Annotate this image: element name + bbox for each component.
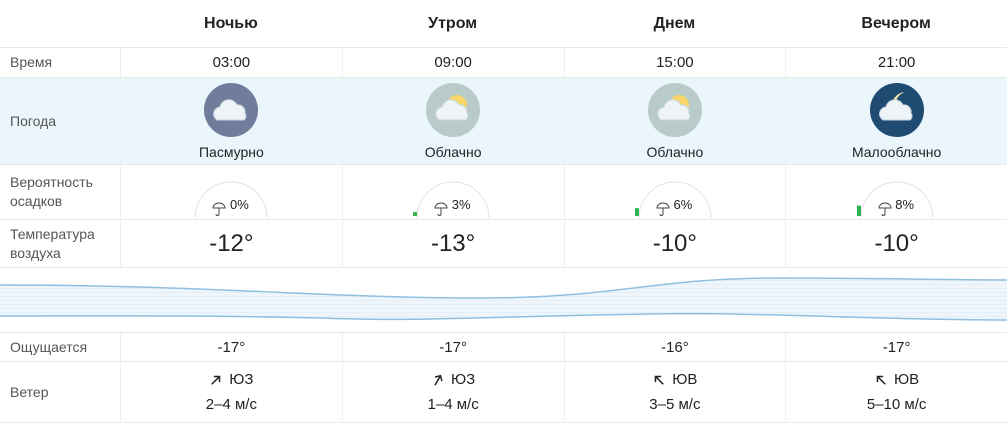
feels-like: -17° xyxy=(341,333,564,362)
weather-icon xyxy=(426,83,481,137)
wind-speed: 1–4 м/с xyxy=(427,396,479,413)
wind-direction: ЮЗ xyxy=(451,371,476,388)
precip-value: 8% xyxy=(895,197,915,212)
precip-gauge: 8% xyxy=(856,178,937,218)
precip-gauge: 0% xyxy=(191,178,271,218)
wind-arrow xyxy=(211,375,221,385)
temperature: -12° xyxy=(120,220,342,268)
precip-cell: 6% xyxy=(563,165,786,220)
precip-value: 3% xyxy=(451,197,471,212)
feels-like: -17° xyxy=(785,333,1007,362)
time: 03:00 xyxy=(120,48,342,78)
weather-icon xyxy=(869,83,924,137)
weather-icon xyxy=(204,83,259,137)
wind-cell: ЮВ 5–10 м/с xyxy=(785,362,1007,423)
precip-cell: 8% xyxy=(785,165,1007,220)
precip-gauge: 3% xyxy=(413,178,493,218)
wind-direction: ЮВ xyxy=(894,371,920,388)
precip-bar xyxy=(856,205,861,216)
weather-text: Малооблачно xyxy=(851,144,942,160)
precip-bar xyxy=(413,212,418,216)
row-label: Ощущается xyxy=(0,333,120,362)
time: 09:00 xyxy=(341,48,564,78)
wind-direction-row: ЮЗ xyxy=(209,371,253,388)
corner xyxy=(0,0,120,48)
wind-speed: 2–4 м/с xyxy=(205,396,257,413)
temperature: -13° xyxy=(341,220,564,268)
row-label: Вероятность осадков xyxy=(0,165,120,220)
wind-direction: ЮЗ xyxy=(229,371,254,388)
wind-speed: 3–5 м/с xyxy=(649,396,701,413)
precip-value: 0% xyxy=(229,197,249,212)
wind-direction-row: ЮВ xyxy=(874,371,919,388)
wind-cell: ЮЗ 1–4 м/с xyxy=(341,362,564,423)
row-label: Время xyxy=(0,48,120,78)
graph xyxy=(0,277,1007,321)
wind-arrow xyxy=(434,374,443,386)
weather-text: Облачно xyxy=(424,144,482,160)
weather-cell: Малооблачно xyxy=(785,78,1007,165)
row-label: Погода xyxy=(0,78,120,165)
weather-cell: Облачно xyxy=(563,78,786,165)
row-label: Ветер xyxy=(0,362,120,423)
gauge xyxy=(194,181,268,218)
wind-direction-row: ЮВ xyxy=(652,371,697,388)
wind-cell: ЮВ 3–5 м/с xyxy=(563,362,786,423)
gauge xyxy=(634,181,712,218)
period-header: Днем xyxy=(563,0,786,48)
period-header: Утром xyxy=(341,0,564,48)
wind-direction-row: ЮЗ xyxy=(431,371,475,388)
wind-speed: 5–10 м/с xyxy=(866,396,927,413)
temperature: -10° xyxy=(563,220,786,268)
weather-icon xyxy=(647,83,702,137)
wind-arrow xyxy=(654,375,665,385)
period-header: Вечером xyxy=(785,0,1007,48)
weather-text: Пасмурно xyxy=(198,144,264,160)
precip-bar xyxy=(634,208,639,216)
precip-value: 6% xyxy=(673,197,693,212)
feels-like: -16° xyxy=(563,333,786,362)
wind-cell: ЮЗ 2–4 м/с xyxy=(120,362,342,423)
wind-arrow xyxy=(876,375,886,385)
weather-cell: Пасмурно xyxy=(120,78,342,165)
temperature: -10° xyxy=(785,220,1007,268)
time: 21:00 xyxy=(785,48,1007,78)
weather-cell: Облачно xyxy=(341,78,564,165)
temperature-graph xyxy=(0,268,1007,333)
time: 15:00 xyxy=(563,48,786,78)
row-label: Температура воздуха xyxy=(0,220,120,268)
gauge xyxy=(413,181,490,218)
precip-cell: 3% xyxy=(341,165,564,220)
weather-text: Облачно xyxy=(646,144,704,160)
gauge xyxy=(856,181,934,218)
precip-cell: 0% xyxy=(120,165,342,220)
feels-like: -17° xyxy=(120,333,342,362)
period-header: Ночью xyxy=(120,0,342,48)
wind-direction: ЮВ xyxy=(672,371,698,388)
precip-gauge: 6% xyxy=(634,178,715,218)
